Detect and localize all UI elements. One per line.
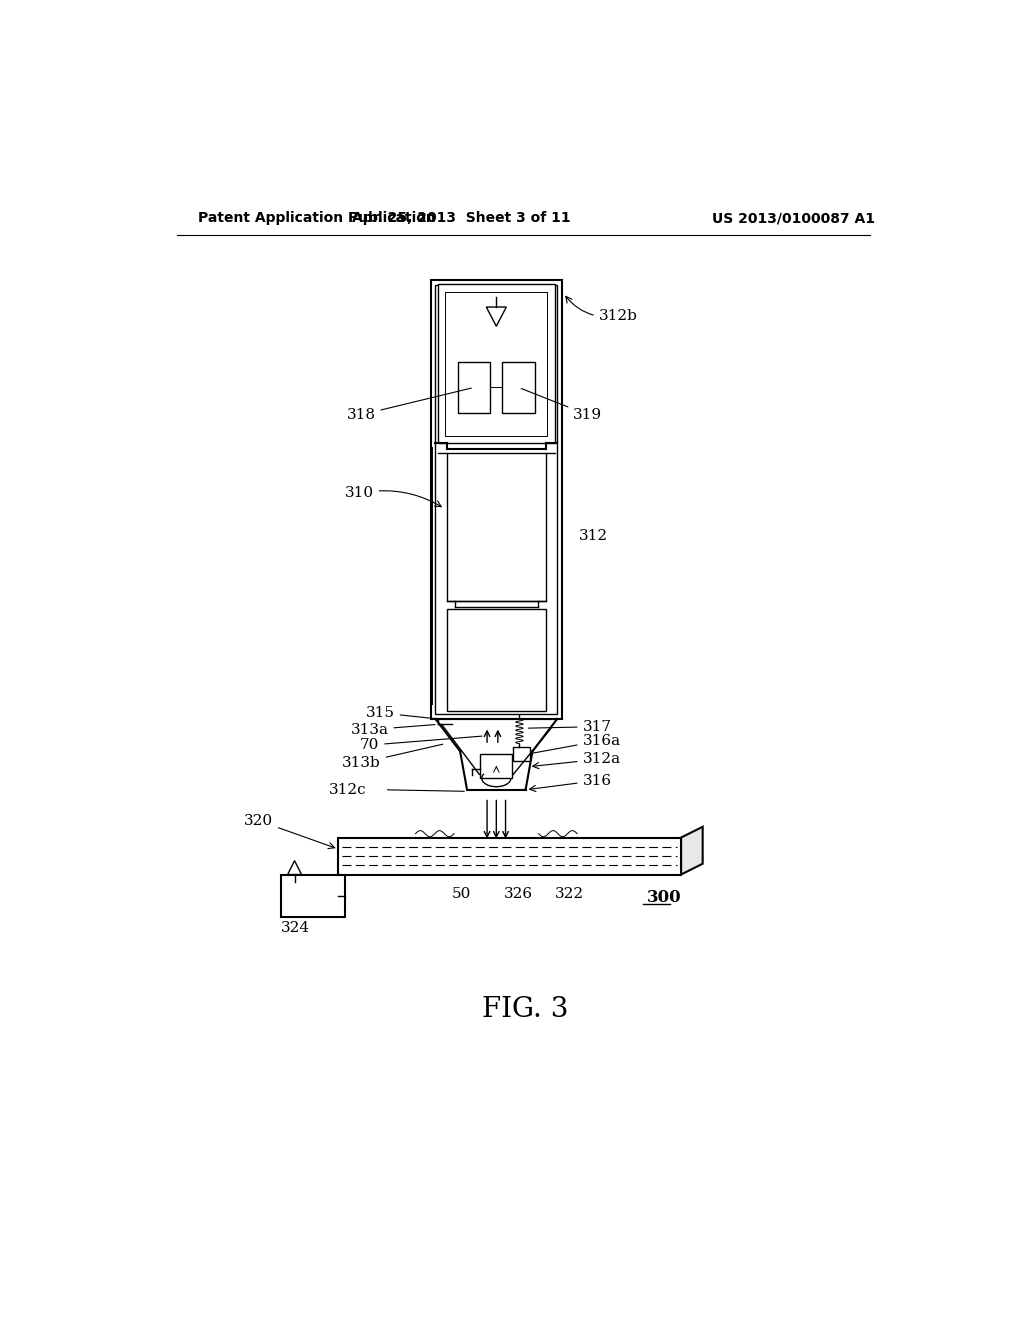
Bar	[281, 874, 345, 917]
Text: US 2013/0100087 A1: US 2013/0100087 A1	[712, 211, 874, 226]
Text: 315: 315	[366, 706, 435, 719]
Text: 320: 320	[244, 813, 335, 849]
Bar	[513, 747, 530, 762]
Bar	[480, 754, 512, 779]
Text: 310: 310	[345, 486, 441, 507]
Text: Patent Application Publication: Patent Application Publication	[199, 211, 436, 226]
Text: 312: 312	[579, 529, 608, 543]
Bar	[458, 363, 490, 412]
Polygon shape	[486, 308, 506, 326]
Text: Apr. 25, 2013  Sheet 3 of 11: Apr. 25, 2013 Sheet 3 of 11	[352, 211, 571, 226]
Bar	[435, 285, 557, 714]
Text: 316: 316	[529, 774, 611, 792]
Text: 316a: 316a	[532, 734, 621, 754]
Bar	[447, 453, 546, 601]
Text: 317: 317	[528, 719, 611, 734]
Text: FIG. 3: FIG. 3	[481, 995, 568, 1023]
Text: 318: 318	[346, 388, 471, 422]
Bar	[438, 284, 555, 444]
Text: 322: 322	[555, 887, 584, 900]
Bar	[445, 292, 547, 436]
Text: 326: 326	[504, 887, 534, 900]
Text: 70: 70	[359, 737, 482, 752]
Text: 324: 324	[281, 921, 310, 936]
Bar	[503, 363, 535, 412]
Text: 319: 319	[521, 388, 602, 422]
Text: 313b: 313b	[342, 744, 442, 770]
Bar	[431, 280, 562, 719]
Bar	[339, 838, 681, 875]
Text: 312b: 312b	[565, 296, 638, 323]
Text: 312a: 312a	[532, 752, 621, 768]
Text: 312c: 312c	[330, 783, 367, 797]
Polygon shape	[288, 861, 301, 875]
Text: 313a: 313a	[350, 723, 435, 737]
Text: 300: 300	[646, 890, 681, 906]
Bar	[447, 609, 546, 711]
Text: 50: 50	[452, 887, 471, 900]
Polygon shape	[681, 826, 702, 875]
